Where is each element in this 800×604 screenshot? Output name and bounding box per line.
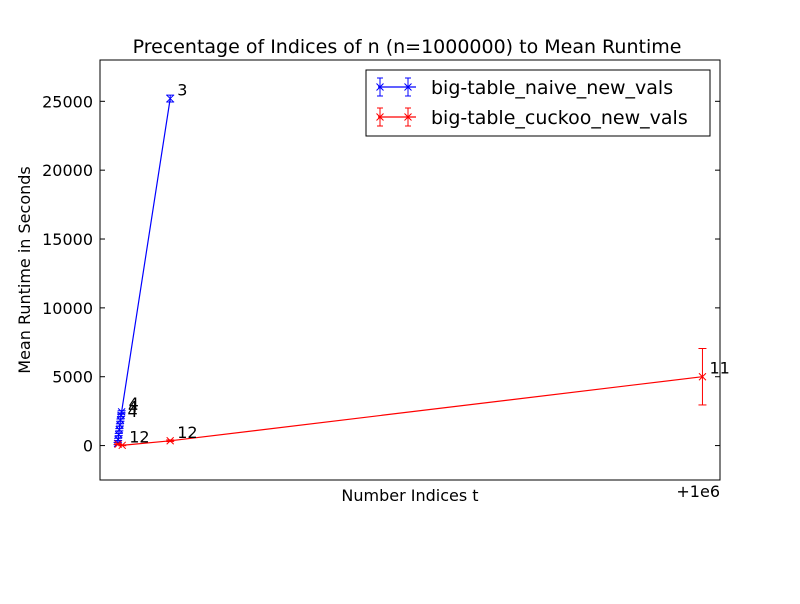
y-axis-label: Mean Runtime in Seconds (15, 166, 34, 373)
series-1: 12 12 11 (114, 347, 730, 450)
y-tick-label: 15000 (42, 230, 93, 249)
legend: big-table_naive_new_vals big-table_cuckoo… (365, 69, 711, 137)
legend-marker (376, 83, 384, 91)
legend-marker (376, 113, 384, 121)
point-annotation: 12 (177, 423, 197, 442)
legend-entry: big-table_naive_new_vals (376, 77, 673, 99)
data-point (117, 407, 126, 416)
point-annotation: 12 (129, 427, 149, 446)
point-annotation: 3 (177, 81, 187, 100)
y-tick-label: 5000 (52, 368, 93, 387)
legend-label: big-table_cuckoo_new_vals (431, 107, 688, 129)
legend-marker (404, 83, 412, 91)
plot-frame (99, 59, 721, 481)
data-point (166, 436, 175, 445)
point-annotation: 4 (129, 394, 139, 413)
data-point (166, 94, 175, 103)
legend-label: big-table_naive_new_vals (431, 77, 673, 99)
y-tick-label: 0 (83, 437, 93, 456)
point-annotation: 11 (709, 359, 729, 378)
legend-box (365, 69, 711, 137)
x-axis-offset-label: +1e6 (676, 482, 720, 501)
legend-marker (404, 113, 412, 121)
y-tick-label: 25000 (42, 92, 93, 111)
legend-entry: big-table_cuckoo_new_vals (376, 107, 688, 129)
data-point (698, 372, 707, 381)
data-point (118, 441, 127, 450)
y-tick-label: 10000 (42, 299, 93, 318)
point-annotation: 4 (128, 397, 138, 416)
x-axis-label: Number Indices t (341, 486, 478, 505)
y-tick-label: 20000 (42, 161, 93, 180)
chart-title: Precentage of Indices of n (n=1000000) t… (133, 36, 682, 58)
point-annotation: 4 (127, 402, 137, 421)
